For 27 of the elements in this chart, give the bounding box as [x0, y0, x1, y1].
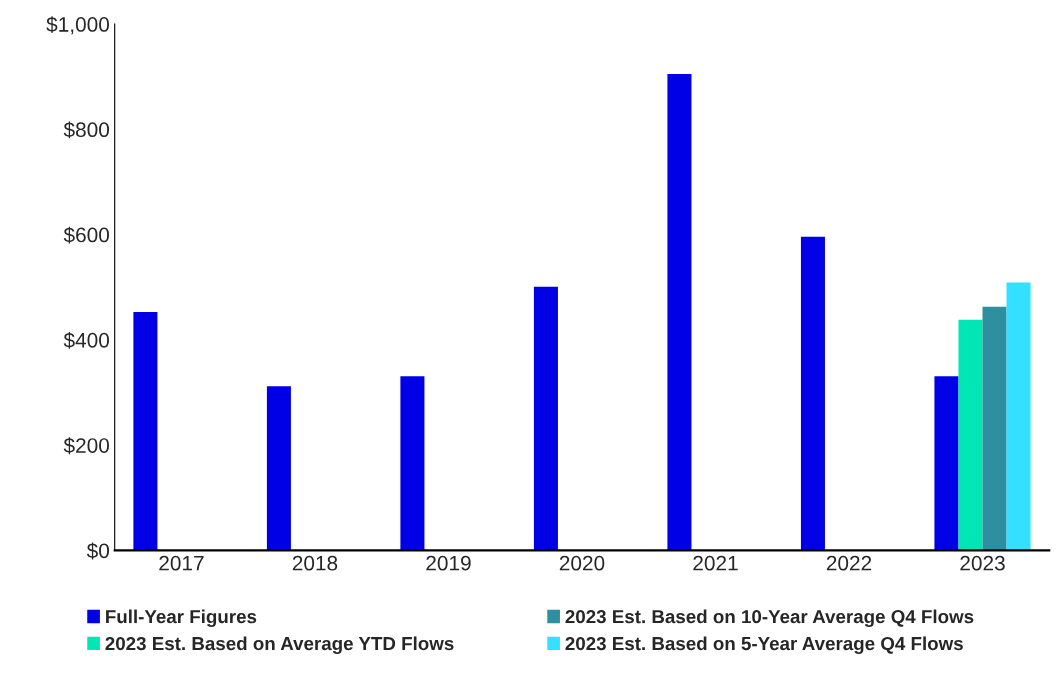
legend-label: 2023 Est. Based on 5-Year Average Q4 Flows	[565, 636, 963, 654]
legend-label: 2023 Est. Based on 10-Year Average Q4 Flows	[565, 609, 974, 628]
bar	[800, 236, 825, 551]
bar	[982, 306, 1007, 551]
x-tick-label: 2017	[159, 555, 204, 571]
bar	[1006, 282, 1031, 551]
x-tick-label: 2019	[426, 555, 471, 571]
bar	[133, 311, 158, 551]
bar	[934, 376, 959, 551]
bar	[958, 319, 983, 551]
y-tick-label: $600	[63, 226, 110, 244]
y-tick-label: $400	[63, 332, 110, 349]
y-tick-label: $1,000	[46, 16, 110, 35]
x-tick-label: 2023	[960, 555, 1005, 571]
bar	[667, 74, 692, 551]
y-tick-label: $200	[63, 437, 110, 455]
bar	[266, 386, 291, 551]
bar	[533, 286, 558, 551]
legend-label: 2023 Est. Based on Average YTD Flows	[105, 636, 454, 654]
x-tick-label: 2018	[292, 555, 338, 571]
y-tick-label: $800	[63, 121, 110, 139]
y-tick-label: $0	[86, 542, 110, 560]
legend-label: Full-Year Figures	[106, 609, 257, 628]
bar	[400, 376, 425, 551]
x-tick-label: 2022	[826, 555, 872, 571]
x-tick-label: 2021	[693, 555, 738, 571]
x-tick-label: 2020	[559, 555, 605, 571]
